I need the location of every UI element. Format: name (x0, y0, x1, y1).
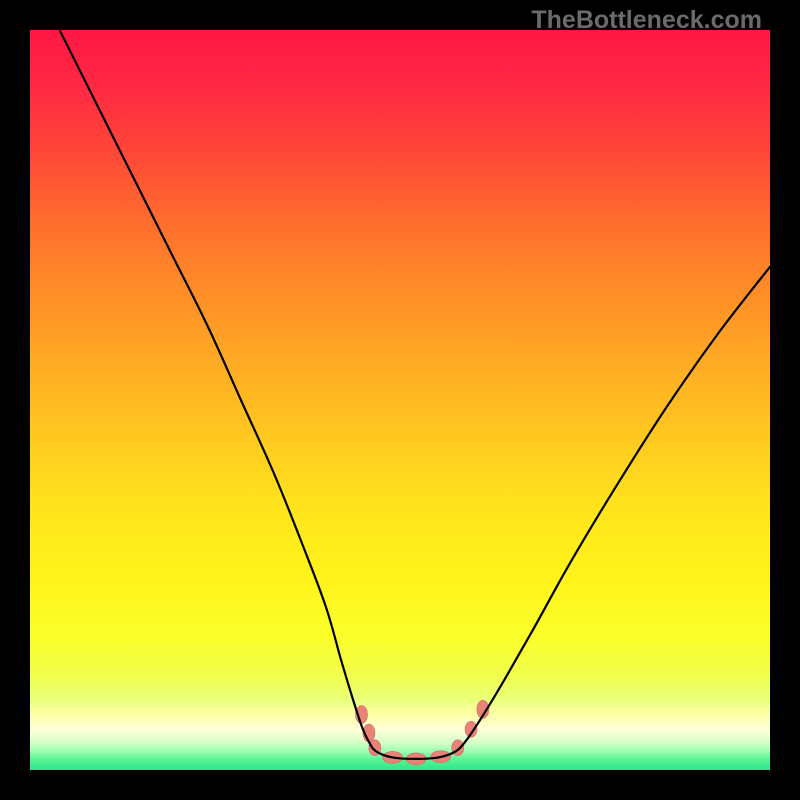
curve-path (60, 30, 770, 759)
watermark-text: TheBottleneck.com (531, 6, 762, 35)
plot-area (30, 30, 770, 770)
chart-canvas: TheBottleneck.com (0, 0, 800, 800)
marker-group (356, 700, 489, 765)
bottleneck-curve (30, 30, 770, 770)
